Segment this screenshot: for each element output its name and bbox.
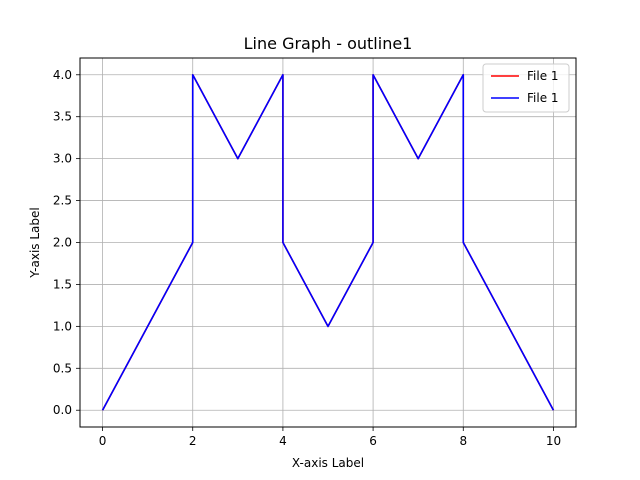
axis-ticks: 0 2 4 6 8 10 0.0 0.5 1.0 1.5 2.0 2.5 3.0 3.5 4.0: [53, 68, 561, 448]
legend-label-1: File 1: [527, 69, 559, 83]
y-tick-label: 1.5: [53, 277, 72, 291]
y-tick-label: 1.0: [53, 319, 72, 333]
y-tick-label: 4.0: [53, 68, 72, 82]
x-tick-label: 0: [99, 434, 107, 448]
series-line-2: [101, 73, 555, 411]
y-tick-label: 0.0: [53, 403, 72, 417]
x-axis-label: X-axis Label: [292, 456, 364, 470]
y-axis-label: Y-axis Label: [28, 207, 42, 278]
legend-label-2: File 1: [527, 91, 559, 105]
series-layer: [101, 73, 555, 411]
y-tick-label: 2.0: [53, 236, 72, 250]
x-tick-label: 4: [279, 434, 287, 448]
y-tick-label: 3.0: [53, 152, 72, 166]
chart-title: Line Graph - outline1: [244, 34, 413, 53]
y-tick-label: 2.5: [53, 194, 72, 208]
x-tick-label: 8: [459, 434, 467, 448]
legend: File 1 File 1: [482, 63, 570, 113]
y-tick-label: 3.5: [53, 110, 72, 124]
x-tick-label: 2: [189, 434, 197, 448]
y-tick-label: 0.5: [53, 361, 72, 375]
x-tick-label: 6: [369, 434, 377, 448]
x-tick-label: 10: [546, 434, 561, 448]
